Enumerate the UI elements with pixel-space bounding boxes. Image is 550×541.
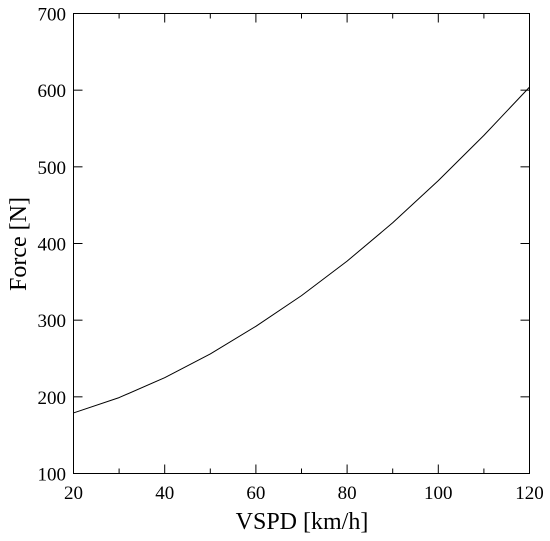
tick-labels: 20 40 60 80 100 120 100 200 300 400 500 600 700 <box>38 5 544 505</box>
x-tick-label: 20 <box>64 483 83 504</box>
x-tick-label: 40 <box>155 483 174 504</box>
y-tick-label: 600 <box>38 81 67 102</box>
y-axis-title: Force [N] <box>6 197 32 291</box>
x-tick-label: 100 <box>424 483 453 504</box>
tick-marks <box>73 13 530 474</box>
y-tick-label: 300 <box>38 311 67 332</box>
y-tick-label: 700 <box>38 5 67 26</box>
y-tick-label: 500 <box>38 158 67 179</box>
y-tick-label: 400 <box>38 235 67 256</box>
force-series-line <box>73 86 530 414</box>
series-layer <box>73 86 530 414</box>
x-tick-label: 60 <box>246 483 265 504</box>
x-tick-label: 120 <box>515 483 544 504</box>
y-tick-label: 100 <box>38 465 67 486</box>
x-axis-title: VSPD [km/h] <box>236 509 369 535</box>
plot-frame <box>73 13 530 474</box>
x-tick-label: 80 <box>338 483 357 504</box>
y-tick-label: 200 <box>38 388 67 409</box>
